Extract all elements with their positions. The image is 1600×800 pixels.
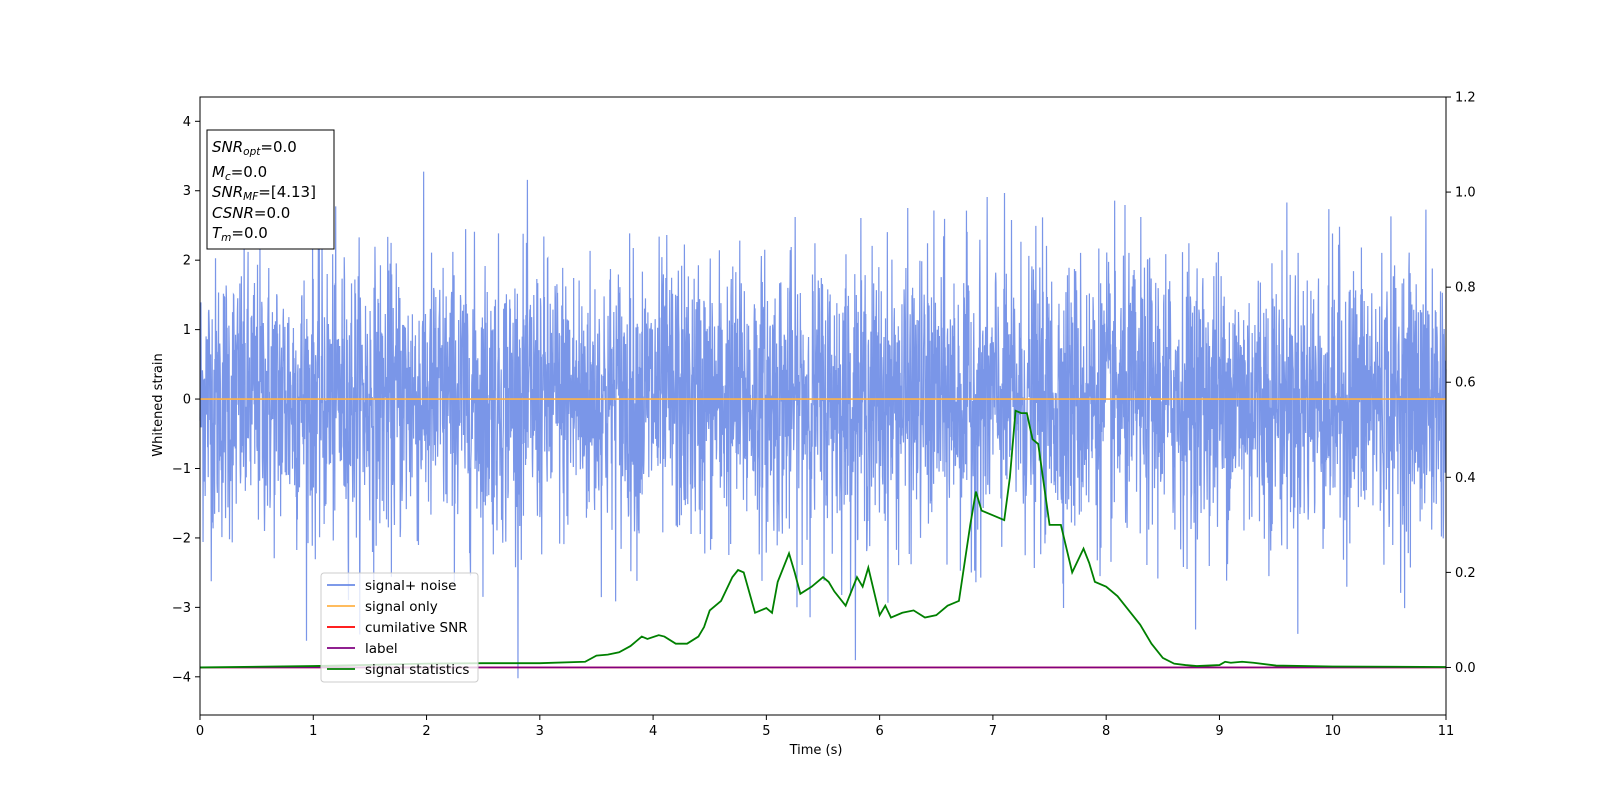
y2-tick-label: 0.0: [1455, 661, 1476, 676]
y-tick-label: −1: [172, 462, 191, 477]
plot-border: [199, 96, 1447, 716]
y-tick-label: 3: [183, 184, 191, 199]
x-tick-label: 1: [309, 724, 317, 739]
x-tick-label: 6: [875, 724, 883, 739]
x-tick-label: 7: [989, 724, 997, 739]
axis-ticks: 0 1 2 3 4 5 6 7 8 9 10 11 −4 −3 −2 −1 0 1 2 3 4 0.0 0.2 0.4 0.6 0…: [172, 91, 1476, 740]
annotation-line: SNRMF=[4.13]: [212, 183, 316, 203]
x-tick-label: 5: [762, 724, 770, 739]
x-axis-label: Time (s): [789, 743, 843, 758]
x-tick-label: 8: [1102, 724, 1110, 739]
y-tick-label: 4: [183, 115, 191, 130]
annotation-line: Tm=0.0: [212, 224, 268, 244]
annotation-line: SNRopt=0.0: [212, 138, 297, 158]
legend: signal+ noise signal only cumilative SNR la…: [320, 572, 479, 683]
y-tick-label: 1: [183, 323, 191, 338]
y2-tick-label: 0.6: [1455, 376, 1476, 391]
annotation-line: CSNR=0.0: [212, 204, 290, 222]
y-tick-label: 0: [183, 393, 191, 408]
x-tick-label: 9: [1215, 724, 1223, 739]
y2-tick-label: 1.2: [1455, 91, 1476, 106]
x-tick-label: 2: [422, 724, 430, 739]
x-tick-label: 10: [1324, 724, 1341, 739]
legend-frame: [320, 572, 479, 683]
annotation-box-frame: [206, 129, 335, 250]
annotation-line: Mc=0.0: [212, 163, 267, 183]
y-tick-label: −2: [172, 531, 191, 546]
y2-tick-label: 1.0: [1455, 186, 1476, 201]
plot-frame: [199, 96, 1447, 716]
y2-tick-label: 0.8: [1455, 281, 1476, 296]
legend-entry: cumilative SNR: [365, 620, 468, 636]
signal-noise-line: [199, 171, 1447, 679]
signal-noise-series: [199, 171, 1447, 679]
legend-entry: signal only: [365, 599, 438, 615]
legend-entry: signal statistics: [365, 662, 469, 678]
legend-entry: signal+ noise: [365, 578, 456, 594]
x-tick-label: 4: [649, 724, 657, 739]
signal-statistics-line: [199, 409, 1447, 669]
legend-entry: label: [365, 641, 398, 657]
y-axis-label: Whitened strain: [151, 353, 166, 456]
x-tick-label: 0: [196, 724, 204, 739]
x-tick-label: 3: [536, 724, 544, 739]
y2-tick-label: 0.2: [1455, 566, 1476, 581]
x-tick-label: 11: [1438, 724, 1455, 739]
y2-tick-label: 0.4: [1455, 471, 1476, 486]
y-tick-label: −3: [172, 601, 191, 616]
y-tick-label: 2: [183, 254, 191, 269]
y-tick-label: −4: [172, 670, 191, 685]
